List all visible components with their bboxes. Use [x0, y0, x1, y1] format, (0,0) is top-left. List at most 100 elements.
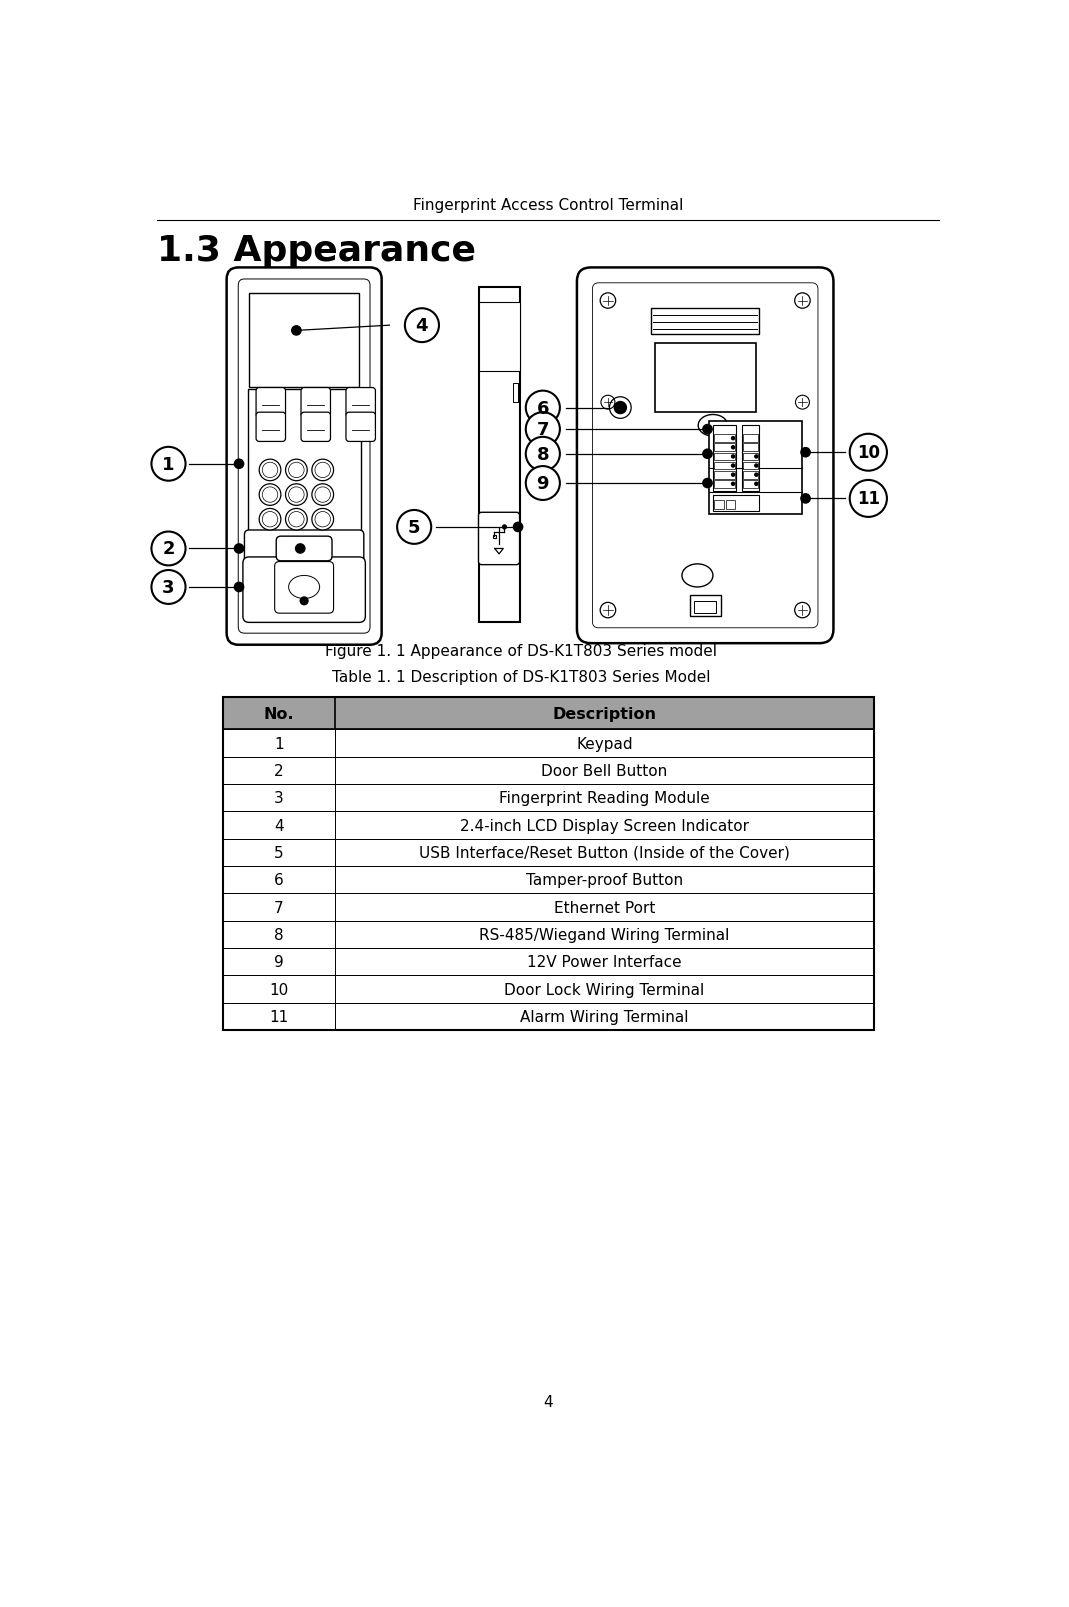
Text: Ethernet Port: Ethernet Port — [554, 900, 655, 914]
Bar — [743, 463, 758, 471]
Text: 10: 10 — [857, 444, 880, 461]
Text: 11: 11 — [857, 490, 880, 508]
Circle shape — [289, 463, 304, 479]
Circle shape — [289, 513, 304, 527]
Text: 8: 8 — [274, 927, 283, 942]
FancyBboxPatch shape — [227, 268, 382, 646]
Circle shape — [315, 487, 330, 503]
Circle shape — [601, 395, 615, 410]
Text: Table 1. 1 Description of DS-K1T803 Series Model: Table 1. 1 Description of DS-K1T803 Seri… — [331, 670, 711, 685]
Circle shape — [794, 603, 810, 619]
Circle shape — [296, 545, 305, 554]
Circle shape — [755, 464, 758, 468]
Circle shape — [731, 464, 734, 468]
Circle shape — [526, 437, 560, 471]
Bar — [222, 921, 873, 948]
Bar — [742, 426, 759, 492]
Bar — [222, 697, 873, 1030]
Bar — [690, 595, 721, 617]
Bar — [513, 384, 518, 403]
Text: 7: 7 — [274, 900, 283, 914]
Bar — [249, 294, 359, 387]
Bar — [743, 444, 758, 452]
Circle shape — [285, 484, 307, 506]
Circle shape — [702, 450, 712, 460]
Bar — [714, 435, 734, 444]
Bar — [479, 288, 520, 622]
FancyBboxPatch shape — [275, 562, 334, 614]
Bar — [714, 501, 724, 509]
Circle shape — [502, 525, 507, 529]
Bar — [714, 480, 734, 489]
Circle shape — [234, 460, 244, 469]
Bar — [714, 453, 734, 461]
Text: 8: 8 — [537, 445, 549, 463]
Circle shape — [850, 480, 887, 517]
Circle shape — [702, 479, 712, 489]
Text: 3: 3 — [274, 791, 283, 805]
Bar — [222, 812, 873, 839]
Text: 10: 10 — [269, 982, 289, 996]
Circle shape — [600, 603, 616, 619]
Text: 9: 9 — [274, 955, 283, 969]
Text: Door Lock Wiring Terminal: Door Lock Wiring Terminal — [505, 982, 704, 996]
Circle shape — [152, 532, 186, 566]
Text: Tamper-proof Button: Tamper-proof Button — [526, 873, 683, 887]
Bar — [222, 866, 873, 893]
Circle shape — [285, 460, 307, 482]
Text: 4: 4 — [416, 317, 429, 334]
Circle shape — [526, 413, 560, 447]
Text: 7: 7 — [537, 421, 549, 439]
Circle shape — [259, 484, 281, 506]
FancyBboxPatch shape — [479, 513, 520, 566]
Text: RS-485/Wiegand Wiring Terminal: RS-485/Wiegand Wiring Terminal — [479, 927, 730, 942]
FancyBboxPatch shape — [257, 389, 285, 418]
Bar — [743, 453, 758, 461]
Circle shape — [731, 456, 734, 458]
FancyBboxPatch shape — [301, 413, 330, 442]
Circle shape — [731, 484, 734, 485]
Text: 2: 2 — [162, 540, 174, 558]
Bar — [743, 480, 758, 489]
Bar — [222, 730, 873, 757]
Text: 2: 2 — [274, 763, 283, 778]
Circle shape — [152, 448, 186, 482]
FancyBboxPatch shape — [276, 537, 332, 561]
Bar — [222, 757, 873, 784]
Bar — [222, 1003, 873, 1030]
Circle shape — [300, 598, 308, 606]
Circle shape — [526, 466, 560, 501]
Circle shape — [312, 460, 334, 482]
Text: Keypad: Keypad — [576, 736, 633, 750]
FancyBboxPatch shape — [243, 558, 366, 624]
Text: 3: 3 — [162, 579, 174, 596]
Text: 1: 1 — [274, 736, 283, 750]
Bar — [726, 501, 735, 509]
Text: 12V Power Interface: 12V Power Interface — [527, 955, 682, 969]
Circle shape — [259, 509, 281, 530]
Circle shape — [405, 309, 439, 342]
FancyBboxPatch shape — [346, 389, 375, 418]
Circle shape — [262, 487, 278, 503]
Circle shape — [731, 447, 734, 450]
Circle shape — [315, 513, 330, 527]
Circle shape — [755, 484, 758, 485]
FancyBboxPatch shape — [245, 530, 363, 567]
Circle shape — [755, 474, 758, 477]
Bar — [222, 948, 873, 975]
Bar — [222, 839, 873, 866]
FancyBboxPatch shape — [257, 413, 285, 442]
Circle shape — [513, 522, 523, 532]
Circle shape — [285, 509, 307, 530]
Bar — [222, 784, 873, 812]
Bar — [714, 463, 734, 471]
Text: 11: 11 — [269, 1009, 289, 1024]
FancyBboxPatch shape — [346, 413, 375, 442]
Text: 9: 9 — [537, 474, 549, 493]
Circle shape — [262, 513, 278, 527]
Bar — [222, 697, 873, 730]
Text: No.: No. — [264, 707, 294, 722]
Circle shape — [600, 294, 616, 309]
Bar — [713, 426, 737, 492]
Bar — [222, 893, 873, 921]
